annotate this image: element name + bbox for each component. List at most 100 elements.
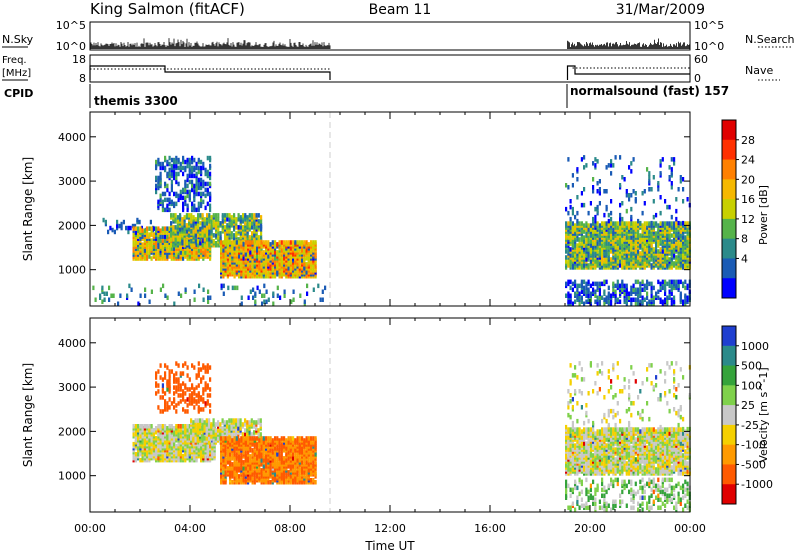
heatmap-cell — [208, 418, 210, 423]
heatmap-cell — [208, 424, 210, 429]
heatmap-cell — [184, 184, 186, 189]
heatmap-cell — [164, 156, 166, 161]
heatmap-cell — [236, 454, 238, 459]
heatmap-cell — [254, 240, 256, 245]
heatmap-cell — [576, 167, 578, 172]
heatmap-cell — [646, 286, 648, 291]
heatmap-cell — [657, 187, 659, 192]
heatmap-cell — [189, 164, 191, 169]
heatmap-cell — [208, 241, 210, 246]
heatmap-cell — [597, 282, 599, 287]
heatmap-cell — [682, 300, 684, 305]
heatmap-cell — [646, 302, 648, 307]
heatmap-cell — [200, 456, 202, 461]
heatmap-cell — [109, 226, 111, 231]
heatmap-cell — [223, 292, 225, 297]
heatmap-cell — [281, 240, 283, 245]
heatmap-cell — [189, 158, 191, 163]
heatmap-cell — [184, 239, 186, 244]
heatmap-cell — [671, 243, 673, 248]
heatmap-cell — [646, 167, 648, 172]
heatmap-cell — [257, 286, 259, 291]
heatmap-cell — [162, 436, 164, 441]
heatmap-cell — [142, 242, 144, 247]
heatmap-cell — [182, 256, 184, 261]
heatmap-cell — [599, 296, 601, 301]
heatmap-cell — [597, 209, 599, 214]
heatmap-cell — [590, 292, 592, 297]
heatmap-cell — [612, 241, 614, 246]
heatmap-cell — [633, 284, 635, 289]
heatmap-cell — [594, 219, 596, 224]
freq-nave-trace — [90, 66, 690, 80]
heatmap-cell — [576, 177, 578, 182]
heatmap-cell — [204, 237, 206, 242]
heatmap-cell — [570, 221, 572, 226]
heatmap-cell — [178, 254, 180, 258]
heatmap-cell — [178, 424, 180, 429]
heatmap-cell — [135, 432, 137, 437]
heatmap-cell — [315, 240, 317, 245]
heatmap-cell — [570, 199, 572, 204]
heatmap-cell — [173, 454, 175, 459]
heatmap-cell — [610, 302, 612, 307]
heatmap-cell — [666, 241, 668, 246]
heatmap-cell — [142, 456, 144, 461]
heatmap-cell — [157, 456, 159, 461]
heatmap-cell — [198, 170, 200, 175]
heatmap-cell — [630, 161, 632, 166]
heatmap-cell — [660, 282, 662, 287]
heatmap-cell — [565, 259, 567, 264]
heatmap-cell — [233, 213, 235, 218]
heatmap-cell — [148, 248, 150, 253]
heatmap-cell — [173, 172, 175, 177]
heatmap-cell — [567, 259, 569, 264]
heatmap-cell — [574, 265, 576, 270]
heatmap-cell — [619, 155, 621, 160]
heatmap-cell — [202, 243, 204, 248]
heatmap-cell — [608, 219, 610, 224]
heatmap-cell — [187, 194, 189, 199]
heatmap-cell — [217, 213, 219, 218]
heatmap-cell — [621, 237, 623, 242]
heatmap-cell — [166, 226, 168, 231]
heatmap-cell — [164, 226, 166, 231]
heatmap-cell — [581, 203, 583, 208]
heatmap-cell — [284, 290, 286, 295]
heatmap-cell — [182, 188, 184, 193]
heatmap-cell — [565, 282, 567, 287]
heatmap-cell — [265, 270, 267, 275]
heatmap-cell — [633, 189, 635, 194]
heatmap-cell — [231, 231, 233, 236]
heatmap-cell — [227, 286, 229, 291]
heatmap-cell — [112, 228, 114, 233]
heatmap-cell — [251, 225, 253, 230]
heatmap-cell — [621, 221, 623, 226]
heatmap-cell — [206, 237, 208, 242]
heatmap-cell — [189, 458, 191, 463]
heatmap-cell — [244, 418, 246, 423]
heatmap-cell — [592, 189, 594, 194]
heatmap-cell — [142, 424, 144, 429]
heatmap-cell — [252, 248, 254, 253]
heatmap-cell — [170, 243, 172, 248]
heatmap-cell — [633, 288, 635, 293]
heatmap-cell — [229, 436, 231, 441]
heatmap-cell — [184, 243, 186, 248]
heatmap-cell — [222, 418, 224, 423]
heatmap-cell — [186, 229, 188, 234]
heatmap-cell — [299, 250, 301, 255]
heatmap-cell — [583, 187, 585, 192]
heatmap-cell — [155, 190, 157, 195]
heatmap-cell — [229, 240, 231, 245]
heatmap-cell — [588, 235, 590, 240]
heatmap-cell — [680, 292, 682, 297]
heatmap-cell — [590, 223, 592, 228]
heatmap-cell — [164, 256, 166, 261]
heatmap-cell — [231, 235, 233, 240]
heatmap-cell — [635, 197, 637, 202]
heatmap-cell — [114, 230, 116, 235]
heatmap-cell — [231, 480, 233, 485]
heatmap-cell — [197, 233, 199, 238]
